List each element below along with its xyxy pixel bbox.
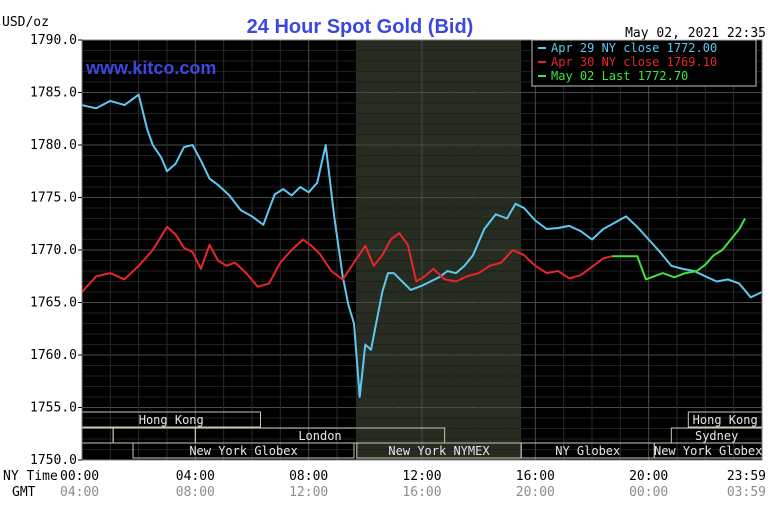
x-tick-label-ny: 16:00 [516,469,555,484]
x-tick-label-gmt: 12:00 [289,485,328,500]
x-tick-label-ny: 20:00 [629,469,668,484]
chart-title: 24 Hour Spot Gold (Bid) [247,16,474,38]
x-tick-label-ny: 04:00 [176,469,215,484]
grid-lines [81,39,763,461]
series-line-may-02 [611,218,746,281]
y-tick-label: 1780.0 [30,138,77,153]
x-tick-label-gmt: 20:00 [516,485,555,500]
y-tick-label: 1750.0 [30,453,77,468]
y-tick-label: 1770.0 [30,243,77,258]
timestamp: May 02, 2021 22:35 [625,26,766,41]
gmt-row-label: GMT [12,485,36,500]
y-tick-label: 1775.0 [30,191,77,206]
y-tick-label: 1790.0 [30,33,77,48]
x-axis-ticks: NY Time GMT 00:0004:0004:0008:0008:0012:… [3,469,766,500]
ny-time-row-label: NY Time [3,469,58,484]
x-tick-label-gmt: 16:00 [402,485,441,500]
legend-entry: May 02 Last 1772.70 [551,69,688,83]
watermark: www.kitco.com [85,58,216,78]
session-label: Sydney [695,429,738,443]
series-line-apr-30 [81,225,613,293]
y-axis-ticks: 1790.0 1785.0 1780.0 1775.0 1770.0 1765.0 1760… [30,33,82,468]
price-series [81,93,763,398]
y-tick-label: 1765.0 [30,296,77,311]
x-tick-label-gmt: 04:00 [60,485,99,500]
session-label: NY Globex [555,444,620,458]
x-tick-label-ny: 08:00 [289,469,328,484]
legend-entry: Apr 30 NY close 1769.10 [551,55,717,69]
x-tick-label-gmt: 08:00 [176,485,215,500]
legend-entry: Apr 29 NY close 1772.00 [551,41,717,55]
session-label: London [298,429,341,443]
y-tick-label: 1785.0 [30,86,77,101]
session-box [132,442,355,459]
x-tick-label-ny: 00:00 [60,469,99,484]
y-tick-label: 1760.0 [30,348,77,363]
session-label: Hong Kong [139,413,204,427]
series-line-apr-29 [81,93,763,398]
x-tick-label-ny: 23:59 [727,469,766,484]
session-label: New York NYMEX [388,444,490,458]
legend-box [531,39,757,87]
x-tick-label-gmt: 00:00 [629,485,668,500]
y-tick-label: 1755.0 [30,401,77,416]
x-tick-label-ny: 12:00 [402,469,441,484]
session-label: New York Globex [654,444,762,458]
x-tick-label-gmt: 03:59 [727,485,766,500]
session-label: New York Globex [189,444,297,458]
y-axis-unit-label: USD/oz [2,15,49,30]
session-label: Hong Kong [693,413,758,427]
